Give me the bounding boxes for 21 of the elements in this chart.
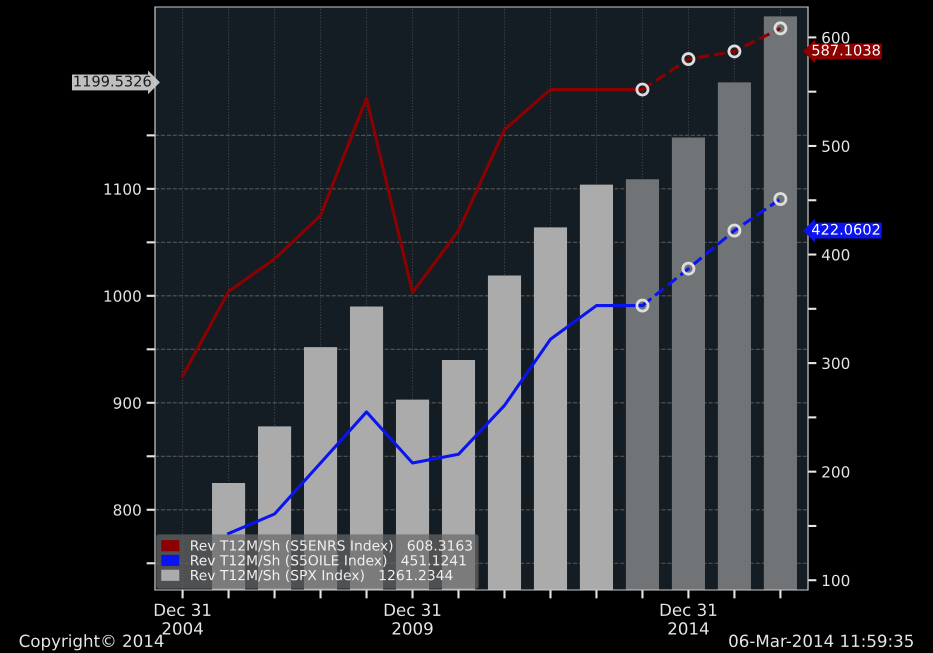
legend-label: Rev T12M/Sh (SPX Index) 1261.2344 <box>191 570 453 582</box>
y-tick-label: 900 <box>114 397 141 409</box>
x-tick-label: Dec 31 2014 <box>660 603 716 635</box>
text: 06-Mar-2014 11:59:35 <box>729 634 913 648</box>
y2-tick-label: 400 <box>822 248 850 261</box>
y-tick-label: 1100 <box>104 183 141 195</box>
legend-label: Rev T12M/Sh (S5OILE Index) 451.1241 <box>191 554 466 568</box>
legend-label: Rev T12M/Sh (S5ENRS Index) 608.3163 <box>191 540 472 552</box>
y2-tick-label: 200 <box>822 466 850 478</box>
y2-tick-label: 500 <box>822 140 850 152</box>
y2-tick-label: 300 <box>822 358 850 370</box>
text: 1199.5326 <box>74 76 151 87</box>
x-tick-label: Dec 31 2009 <box>384 603 440 635</box>
text: 587.1038 <box>812 44 880 56</box>
y-tick-label: 1000 <box>104 290 141 302</box>
y-tick-label: 800 <box>114 504 141 516</box>
text: 422.0602 <box>812 224 880 235</box>
x-tick-label: Dec 31 2004 <box>154 603 210 635</box>
text: Copyright© 2014 <box>20 634 164 650</box>
y2-tick-label: 600 <box>822 32 850 44</box>
y2-tick-label: 100 <box>822 574 850 586</box>
